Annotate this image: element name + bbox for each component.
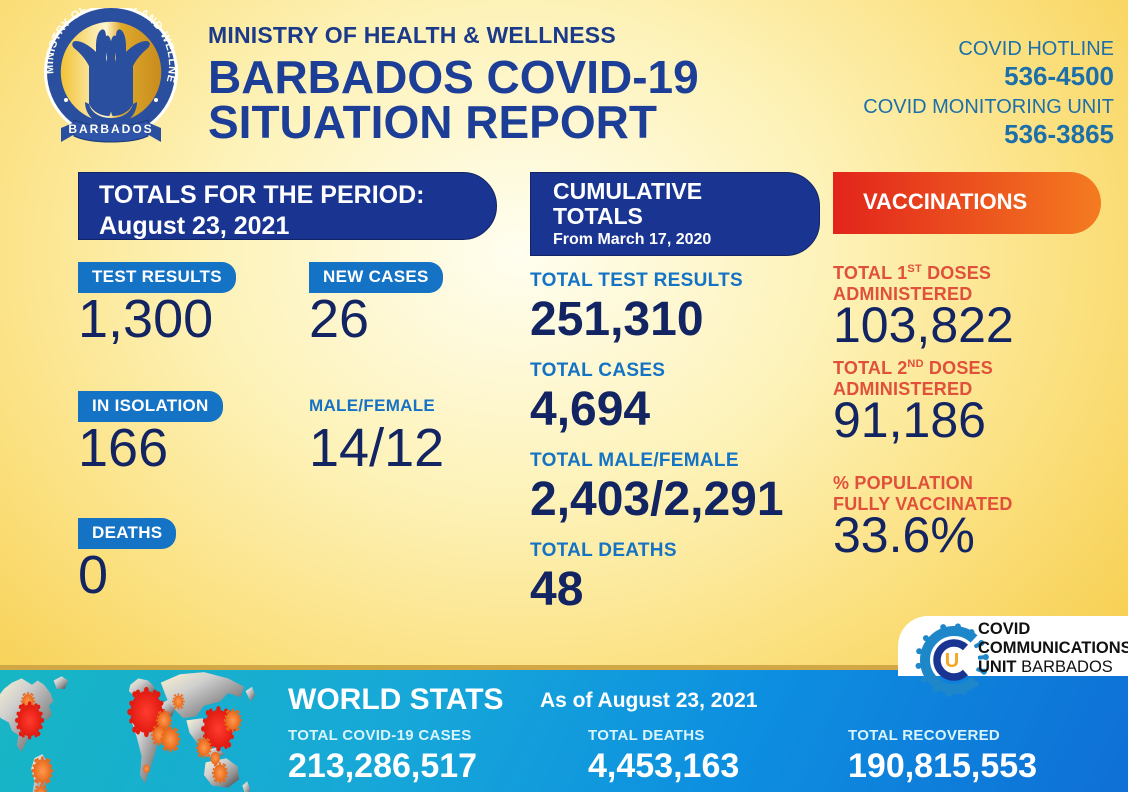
- svg-text:U: U: [945, 650, 959, 672]
- svg-text:BARBADOS: BARBADOS: [68, 122, 153, 136]
